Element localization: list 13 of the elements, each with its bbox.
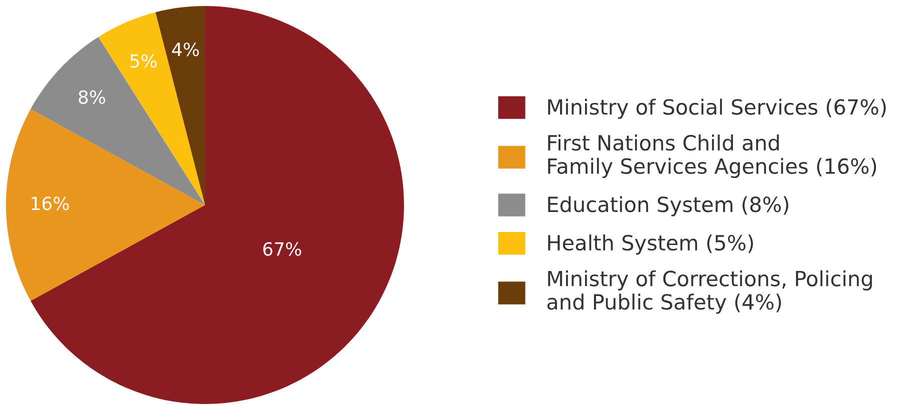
legend-label: Ministry of Corrections, Policing and Public Safety (4%) — [547, 270, 872, 314]
legend-label: Ministry of Social Services (67%) — [548, 98, 886, 119]
data-label: 5% — [130, 54, 157, 68]
pie-slice — [156, 6, 205, 205]
data-label: 4% — [172, 42, 199, 56]
data-label: 16% — [32, 196, 69, 210]
data-label: 67% — [263, 242, 302, 256]
pie-slice — [6, 109, 205, 301]
data-label: 8% — [78, 90, 106, 104]
pie-slice — [30, 6, 404, 404]
legend-label: First Nations Child and Family Services Agencies (16%) — [548, 134, 876, 178]
legend-label: Education System (8%) — [548, 196, 788, 216]
legend-label: Health System (5%) — [548, 234, 753, 255]
